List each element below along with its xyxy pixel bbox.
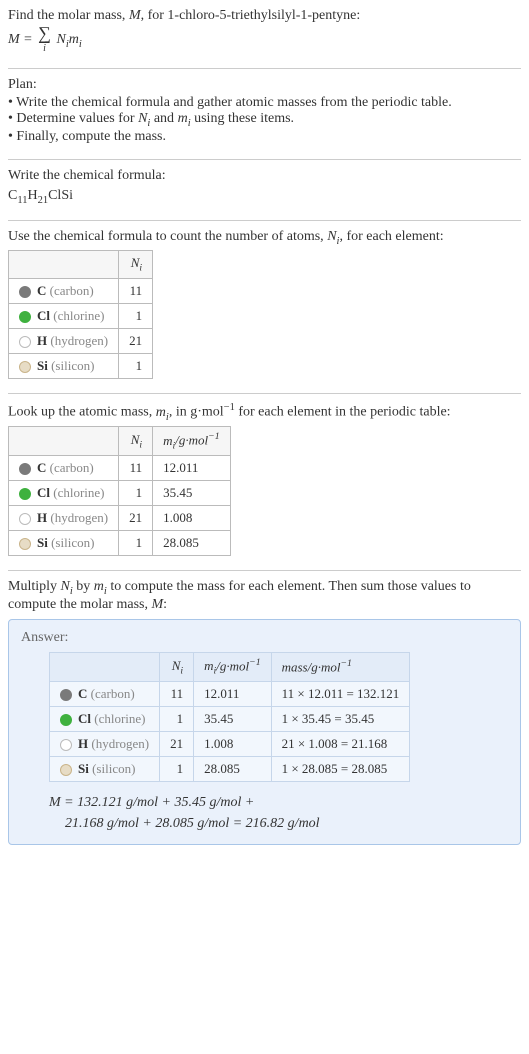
intro-section: Find the molar mass, M, for 1-chloro-5-t… xyxy=(8,4,521,64)
formula-section: Write the chemical formula: C11H21ClSi xyxy=(8,164,521,216)
mi-cell: 1.008 xyxy=(194,732,271,757)
divider xyxy=(8,220,521,221)
col-mi: mi/g·mol−1 xyxy=(153,427,230,456)
table-row: Si (silicon)128.085 xyxy=(9,531,231,556)
plan-list: • Write the chemical formula and gather … xyxy=(8,95,521,145)
mi-cell: 28.085 xyxy=(153,531,230,556)
mi-cell: 12.011 xyxy=(194,682,271,707)
mi-cell: 1.008 xyxy=(153,506,230,531)
plan-item: • Finally, compute the mass. xyxy=(8,129,521,145)
col-element xyxy=(9,251,119,279)
count-title: Use the chemical formula to count the nu… xyxy=(8,229,521,247)
table-row: Si (silicon)128.0851 × 28.085 = 28.085 xyxy=(50,757,410,782)
count-section: Use the chemical formula to count the nu… xyxy=(8,225,521,389)
ni-cell: 11 xyxy=(119,456,153,481)
element-cell: Cl (chlorine) xyxy=(9,481,119,506)
col-element xyxy=(9,427,119,456)
element-dot-icon xyxy=(60,689,72,701)
plan-item: • Determine values for Ni and mi using t… xyxy=(8,111,521,129)
element-dot-icon xyxy=(19,286,31,298)
plan-item: • Write the chemical formula and gather … xyxy=(8,95,521,111)
element-dot-icon xyxy=(60,714,72,726)
sigma-icon: ∑i xyxy=(38,26,51,54)
ni-cell: 1 xyxy=(119,353,153,378)
element-dot-icon xyxy=(19,311,31,323)
plan-section: Plan: • Write the chemical formula and g… xyxy=(8,73,521,155)
answer-table: Ni mi/g·mol−1 mass/g·mol−1 C (carbon)111… xyxy=(49,652,410,782)
mass-cell: 11 × 12.011 = 132.121 xyxy=(271,682,410,707)
count-table: Ni C (carbon)11Cl (chlorine)1H (hydrogen… xyxy=(8,250,153,379)
col-mass: mass/g·mol−1 xyxy=(271,653,410,682)
divider xyxy=(8,393,521,394)
mi-cell: 35.45 xyxy=(153,481,230,506)
answer-label: Answer: xyxy=(21,630,508,646)
element-dot-icon xyxy=(19,463,31,475)
ni-cell: 1 xyxy=(160,707,194,732)
mi-cell: 35.45 xyxy=(194,707,271,732)
col-element xyxy=(50,653,160,682)
element-dot-icon xyxy=(19,336,31,348)
table-row: Cl (chlorine)1 xyxy=(9,303,153,328)
ni-cell: 11 xyxy=(119,278,153,303)
ni-cell: 21 xyxy=(119,506,153,531)
element-cell: Si (silicon) xyxy=(9,531,119,556)
ni-cell: 1 xyxy=(119,303,153,328)
divider xyxy=(8,159,521,160)
intro-text: Find the molar mass, M, for 1-chloro-5-t… xyxy=(8,8,521,24)
element-dot-icon xyxy=(19,538,31,550)
intro-equation: M = ∑i Nimi xyxy=(8,26,521,54)
element-dot-icon xyxy=(19,513,31,525)
element-cell: Si (silicon) xyxy=(9,353,119,378)
ni-cell: 21 xyxy=(160,732,194,757)
table-row: C (carbon)1112.01111 × 12.011 = 132.121 xyxy=(50,682,410,707)
multiply-text: Multiply Ni by mi to compute the mass fo… xyxy=(8,579,521,613)
element-cell: Si (silicon) xyxy=(50,757,160,782)
divider xyxy=(8,570,521,571)
col-ni: Ni xyxy=(119,251,153,279)
col-ni: Ni xyxy=(119,427,153,456)
element-cell: H (hydrogen) xyxy=(9,328,119,353)
mi-cell: 28.085 xyxy=(194,757,271,782)
ni-cell: 21 xyxy=(119,328,153,353)
table-row: Si (silicon)1 xyxy=(9,353,153,378)
table-row: H (hydrogen)21 xyxy=(9,328,153,353)
chemical-formula: C11H21ClSi xyxy=(8,188,521,206)
mass-cell: 21 × 1.008 = 21.168 xyxy=(271,732,410,757)
element-cell: H (hydrogen) xyxy=(9,506,119,531)
mass-cell: 1 × 35.45 = 35.45 xyxy=(271,707,410,732)
mass-cell: 1 × 28.085 = 28.085 xyxy=(271,757,410,782)
ni-cell: 1 xyxy=(119,481,153,506)
lookup-table: Ni mi/g·mol−1 C (carbon)1112.011Cl (chlo… xyxy=(8,426,231,556)
plan-title: Plan: xyxy=(8,77,521,93)
element-dot-icon xyxy=(60,739,72,751)
divider xyxy=(8,68,521,69)
element-cell: C (carbon) xyxy=(50,682,160,707)
table-row: H (hydrogen)211.00821 × 1.008 = 21.168 xyxy=(50,732,410,757)
table-row: C (carbon)11 xyxy=(9,278,153,303)
ni-cell: 1 xyxy=(160,757,194,782)
element-cell: C (carbon) xyxy=(9,278,119,303)
mi-cell: 12.011 xyxy=(153,456,230,481)
ni-cell: 1 xyxy=(119,531,153,556)
table-row: Cl (chlorine)135.451 × 35.45 = 35.45 xyxy=(50,707,410,732)
table-row: C (carbon)1112.011 xyxy=(9,456,231,481)
element-dot-icon xyxy=(19,488,31,500)
element-cell: C (carbon) xyxy=(9,456,119,481)
element-cell: Cl (chlorine) xyxy=(9,303,119,328)
ni-cell: 11 xyxy=(160,682,194,707)
final-equation: M = 132.121 g/mol + 35.45 g/mol + 21.168… xyxy=(49,792,508,834)
col-mi: mi/g·mol−1 xyxy=(194,653,271,682)
lookup-section: Look up the atomic mass, mi, in g·mol−1 … xyxy=(8,398,521,566)
formula-title: Write the chemical formula: xyxy=(8,168,521,184)
lookup-title: Look up the atomic mass, mi, in g·mol−1 … xyxy=(8,402,521,422)
table-row: Cl (chlorine)135.45 xyxy=(9,481,231,506)
element-dot-icon xyxy=(19,361,31,373)
multiply-section: Multiply Ni by mi to compute the mass fo… xyxy=(8,575,521,855)
element-cell: H (hydrogen) xyxy=(50,732,160,757)
element-dot-icon xyxy=(60,764,72,776)
table-row: H (hydrogen)211.008 xyxy=(9,506,231,531)
answer-box: Answer: Ni mi/g·mol−1 mass/g·mol−1 C (ca… xyxy=(8,619,521,845)
col-ni: Ni xyxy=(160,653,194,682)
element-cell: Cl (chlorine) xyxy=(50,707,160,732)
